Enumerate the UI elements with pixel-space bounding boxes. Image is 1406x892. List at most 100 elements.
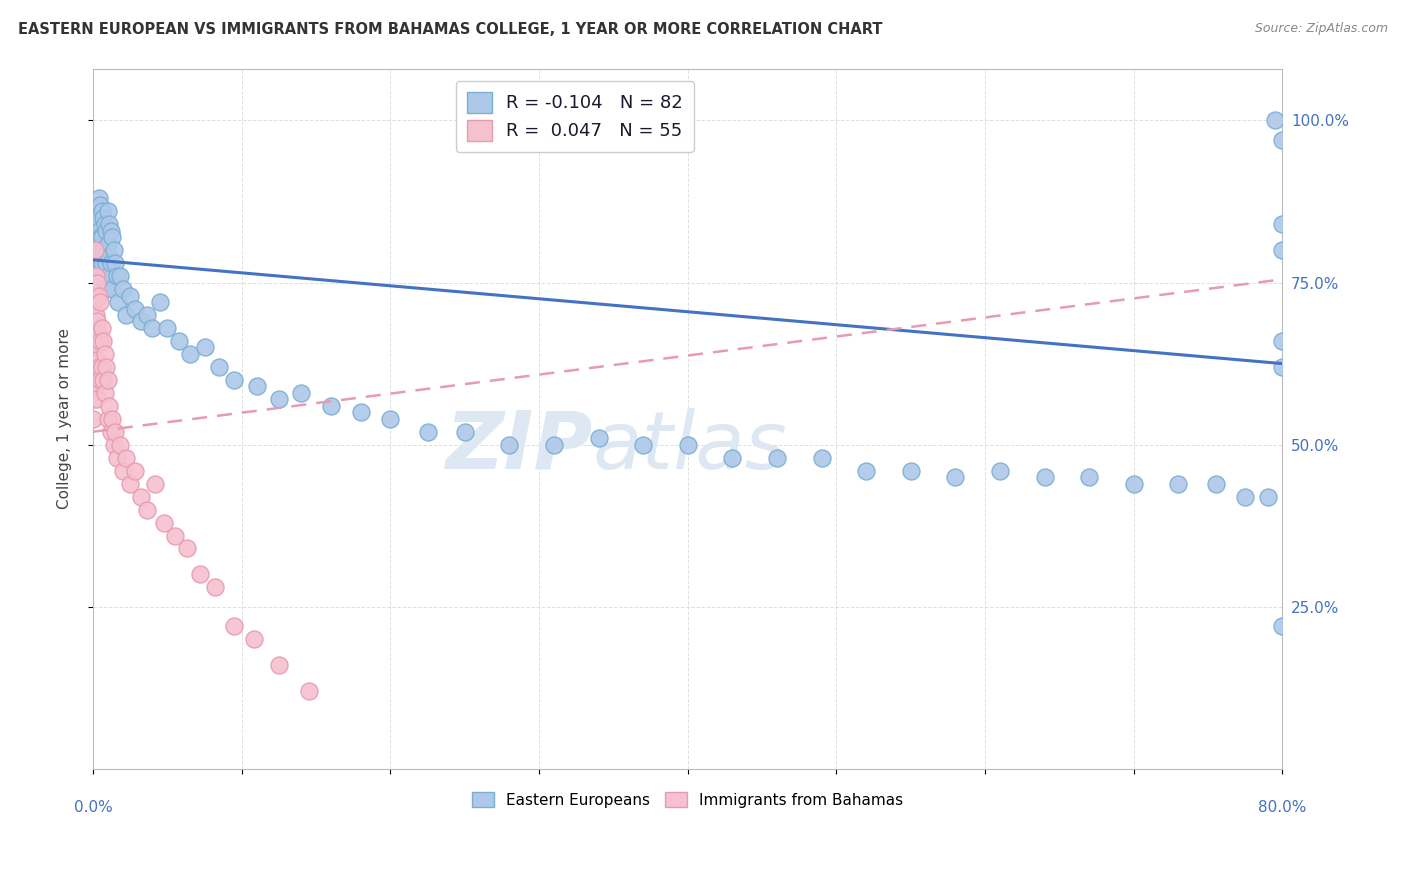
Point: [93, 334, 115, 348]
Point: [179, 347, 201, 361]
Point: [103, 243, 125, 257]
Text: atlas: atlas: [592, 408, 787, 486]
Point: [86, 276, 108, 290]
Point: [124, 464, 146, 478]
Point: [96, 359, 118, 374]
Point: [82, 334, 104, 348]
Point: [1234, 490, 1257, 504]
Point: [319, 399, 342, 413]
Point: [111, 464, 134, 478]
Point: [94, 217, 117, 231]
Point: [631, 438, 654, 452]
Point: [1205, 476, 1227, 491]
Point: [1033, 470, 1056, 484]
Point: [98, 217, 121, 231]
Point: [224, 373, 246, 387]
Point: [93, 243, 115, 257]
Point: [120, 476, 142, 491]
Point: [290, 385, 312, 400]
Point: [89, 230, 111, 244]
Point: [267, 658, 290, 673]
Point: [83, 243, 105, 257]
Point: [135, 502, 157, 516]
Point: [153, 516, 176, 530]
Point: [101, 411, 124, 425]
Point: [855, 464, 877, 478]
Point: [124, 301, 146, 316]
Point: [163, 528, 186, 542]
Point: [1271, 619, 1294, 633]
Point: [588, 431, 610, 445]
Point: [93, 268, 115, 283]
Point: [90, 321, 112, 335]
Point: [90, 256, 112, 270]
Point: [93, 211, 115, 225]
Point: [1271, 243, 1294, 257]
Point: [87, 191, 110, 205]
Point: [94, 282, 117, 296]
Text: Source: ZipAtlas.com: Source: ZipAtlas.com: [1254, 22, 1388, 36]
Point: [94, 347, 117, 361]
Point: [97, 373, 120, 387]
Point: [245, 379, 267, 393]
Point: [96, 256, 118, 270]
Point: [83, 392, 105, 407]
Point: [100, 425, 122, 439]
Point: [945, 470, 967, 484]
Text: ZIP: ZIP: [446, 408, 592, 486]
Point: [156, 321, 179, 335]
Point: [89, 373, 111, 387]
Point: [97, 204, 120, 219]
Point: [100, 224, 122, 238]
Point: [89, 198, 111, 212]
Point: [108, 268, 131, 283]
Point: [87, 359, 110, 374]
Point: [114, 450, 136, 465]
Point: [87, 327, 110, 342]
Point: [676, 438, 699, 452]
Point: [105, 268, 128, 283]
Point: [96, 224, 118, 238]
Point: [114, 308, 136, 322]
Point: [111, 282, 134, 296]
Point: [86, 353, 108, 368]
Point: [82, 411, 104, 425]
Point: [135, 308, 157, 322]
Point: [454, 425, 477, 439]
Point: [988, 464, 1011, 478]
Point: [97, 268, 120, 283]
Point: [267, 392, 290, 407]
Point: [129, 314, 152, 328]
Point: [242, 632, 264, 647]
Point: [84, 268, 107, 283]
Point: [416, 425, 439, 439]
Point: [86, 314, 108, 328]
Text: EASTERN EUROPEAN VS IMMIGRANTS FROM BAHAMAS COLLEGE, 1 YEAR OR MORE CORRELATION : EASTERN EUROPEAN VS IMMIGRANTS FROM BAHA…: [18, 22, 883, 37]
Point: [94, 250, 117, 264]
Point: [89, 334, 111, 348]
Point: [1122, 476, 1144, 491]
Point: [98, 250, 121, 264]
Point: [86, 243, 108, 257]
Point: [84, 340, 107, 354]
Point: [101, 282, 124, 296]
Point: [101, 230, 124, 244]
Point: [208, 359, 231, 374]
Point: [498, 438, 520, 452]
Point: [89, 262, 111, 277]
Point: [82, 295, 104, 310]
Point: [89, 295, 111, 310]
Text: 80.0%: 80.0%: [1258, 799, 1306, 814]
Point: [84, 308, 107, 322]
Point: [98, 399, 121, 413]
Point: [120, 288, 142, 302]
Point: [83, 321, 105, 335]
Point: [145, 476, 167, 491]
Point: [810, 450, 832, 465]
Point: [105, 450, 128, 465]
Point: [97, 236, 120, 251]
Point: [543, 438, 565, 452]
Point: [87, 288, 110, 302]
Point: [176, 541, 198, 556]
Point: [149, 295, 172, 310]
